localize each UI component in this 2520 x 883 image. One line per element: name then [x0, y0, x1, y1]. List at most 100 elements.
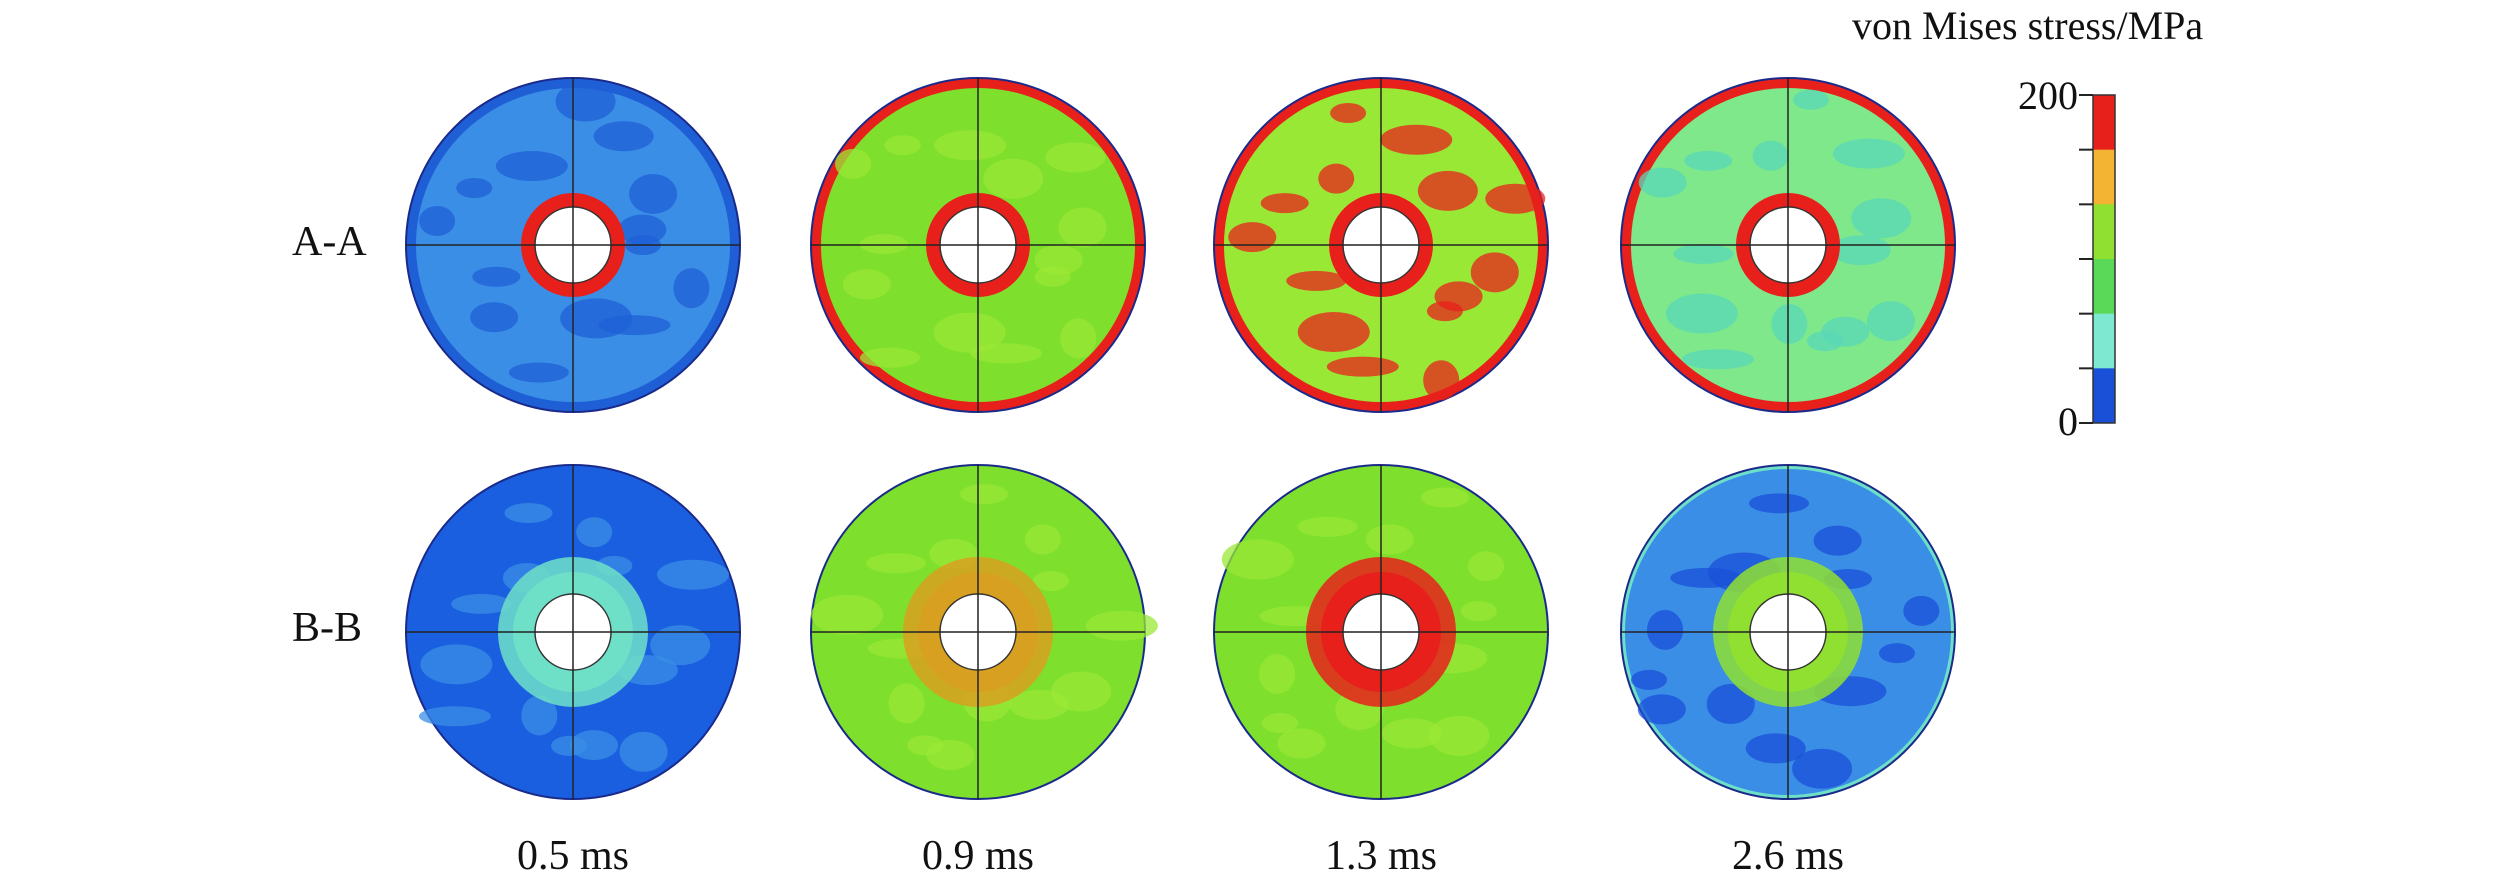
colorbar-segment [2093, 95, 2115, 151]
panel-a-a-3-patch [1326, 356, 1399, 377]
panel-b-b-2-patch [1009, 689, 1070, 720]
panel-a-a-3-patch [1297, 312, 1370, 353]
colorbar-min-label: 0 [2058, 399, 2078, 444]
panel-a-a-4-patch [1792, 89, 1829, 110]
panel-a-a-3-patch [1417, 170, 1478, 211]
panel-a-a-2-patch [934, 130, 1007, 161]
panel-b-b-1-patch [504, 503, 553, 524]
panel-a-a-1-patch [629, 173, 678, 214]
panel-b-b-3-patch [1460, 601, 1497, 622]
panel-b-b-1-patch [420, 644, 493, 685]
panel-a-a-2-patch [1034, 244, 1083, 275]
panel-b-b-2-patch [926, 740, 975, 771]
row-label-a-a: A-A [292, 219, 367, 265]
panel-b-b-2-patch [866, 553, 927, 574]
panel-a-a-3-patch [1423, 360, 1460, 401]
panel-a-a-3-patch [1470, 252, 1519, 293]
panel-a-a-1-patch [470, 302, 519, 333]
colorbar-segment [2093, 259, 2115, 315]
panel-a-a-4-patch [1752, 140, 1789, 171]
panel-a-a-1-patch [618, 214, 667, 245]
row-label-b-b: B-B [292, 605, 363, 651]
panel-a-a-1-patch [508, 362, 569, 383]
panel-b-b-2-patch [960, 484, 1009, 505]
panel-b-b-4-patch [1813, 525, 1862, 556]
panel-a-a-4-patch [1851, 198, 1912, 239]
colorbar-title: von Mises stress/MPa [1852, 3, 2204, 48]
panel-b-b-2-patch [1024, 524, 1061, 555]
panel-a-a-1-patch [419, 206, 456, 237]
panel-a-a-4-patch [1866, 301, 1915, 342]
panel-b-b-3-patch [1421, 487, 1470, 508]
panel-a-a-4-patch [1673, 243, 1734, 264]
panel-b-b-4-patch [1637, 694, 1686, 725]
panel-b-b-4-patch [1749, 493, 1810, 514]
panel-b-b-1-patch [619, 731, 668, 772]
panel-b-b-3-patch [1297, 516, 1358, 537]
panel-b-b-3-patch [1468, 551, 1505, 582]
panel-b-b-3-patch [1221, 539, 1294, 580]
panel-a-a-3-patch [1318, 163, 1355, 194]
panel-a-a-4-patch [1684, 150, 1733, 171]
panel-b-b-1-patch [576, 517, 613, 548]
panel-a-a-1-patch [673, 268, 710, 309]
panel-a-a-1-patch [555, 81, 616, 122]
panel-a-a-4-patch [1665, 293, 1738, 334]
panel-a-a-2-patch [835, 148, 872, 179]
colorbar-segment [2093, 149, 2115, 205]
panel-a-a-4-patch [1830, 235, 1891, 266]
time-label-4: 2.6 ms [1731, 833, 1845, 879]
panel-a-a-2-patch [1058, 207, 1107, 248]
panel-b-b-3-patch [1259, 653, 1296, 694]
panel-a-a-2-patch [859, 347, 920, 368]
panel-a-a-3-patch [1260, 193, 1309, 214]
colorbar-max-label: 200 [2018, 73, 2078, 118]
panel-b-b-3-patch [1261, 713, 1298, 734]
panel-a-a-3-patch [1286, 270, 1347, 291]
panel-b-b-4-patch [1878, 643, 1915, 664]
panel-b-b-4-patch [1903, 595, 1940, 626]
panel-a-a-4-patch [1832, 138, 1905, 169]
panel-b-b-4-patch [1706, 683, 1755, 724]
panel-b-b-2-patch [1085, 610, 1158, 641]
panel-b-b-3-patch [1365, 524, 1414, 555]
panel-a-a-3-patch [1228, 222, 1277, 253]
panel-a-a-1-patch [472, 266, 521, 287]
panel-a-a-1-patch [495, 151, 568, 182]
panel-b-b-3-patch [1277, 728, 1326, 759]
panel-a-a-4-patch [1821, 316, 1870, 347]
panel-a-a-3-patch [1380, 124, 1453, 155]
colorbar-segment [2093, 204, 2115, 260]
panel-b-b-4-patch [1631, 669, 1668, 690]
time-label-2: 0.9 ms [921, 833, 1035, 879]
panel-a-a-2-patch [884, 135, 921, 156]
colorbar-segment [2093, 313, 2115, 369]
panel-a-a-3-patch [1485, 183, 1546, 214]
panel-a-a-4-patch [1638, 167, 1687, 198]
panel-b-b-4-patch [1792, 748, 1853, 789]
panel-a-a-2-patch [842, 269, 891, 300]
panel-a-a-3-patch [1330, 103, 1367, 124]
panel-b-b-1-patch [657, 559, 730, 590]
panel-b-b-3-patch [1381, 718, 1442, 749]
time-label-1: 0.5 ms [516, 833, 630, 879]
panel-b-b-1-patch [569, 730, 618, 761]
panel-b-b-4-patch [1745, 733, 1806, 764]
panel-b-b-2-patch [1032, 570, 1069, 591]
panel-b-b-3-patch [1429, 715, 1490, 756]
panel-a-a-4-patch [1771, 303, 1808, 344]
panel-a-a-4-patch [1681, 349, 1754, 370]
panel-a-a-3-patch [1434, 281, 1483, 312]
panel-a-a-2-patch [933, 312, 1006, 353]
panel-b-b-2-patch [811, 594, 884, 635]
colorbar-segment [2093, 368, 2115, 424]
panel-b-b-2-patch [888, 683, 925, 724]
panel-a-a-1-patch [456, 178, 493, 198]
panel-a-a-2-patch [860, 234, 909, 255]
time-label-3: 1.3 ms [1324, 833, 1438, 879]
panel-b-b-1-patch [650, 625, 711, 666]
panel-b-b-1-patch [521, 695, 558, 736]
panel-a-a-2-patch [983, 158, 1044, 199]
panel-a-a-2-patch [1060, 318, 1097, 359]
